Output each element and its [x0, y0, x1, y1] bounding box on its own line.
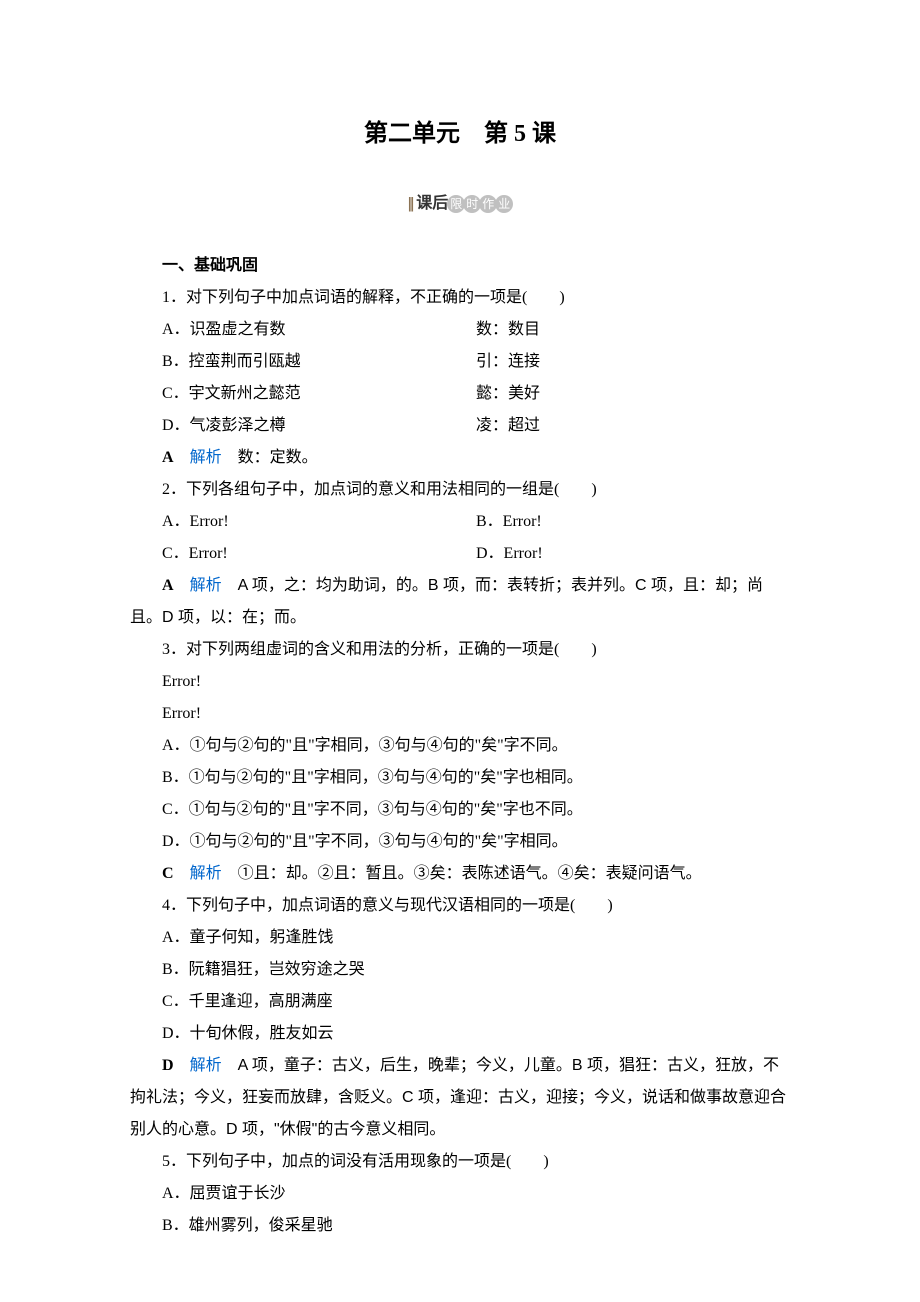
q2-answer: A: [162, 577, 174, 594]
subtitle-badge: ||| 课后限时作业: [130, 188, 790, 220]
q1-optB-right: 引：连接: [476, 346, 790, 378]
q3-analysis-text: ①且：却。②且：暂且。③矣：表陈述语气。④矣：表疑问语气。: [222, 865, 702, 882]
q1-answer: A: [162, 449, 174, 466]
q1-answer-line: A 解析 数：定数。: [130, 442, 790, 474]
q2-optCD: C．Error! D．Error!: [130, 538, 790, 570]
q4-optC: C．千里逢迎，高朋满座: [130, 986, 790, 1018]
subtitle-text: 课后: [416, 195, 448, 212]
q2-optC: C．Error!: [162, 538, 476, 570]
q2-optB: B．Error!: [476, 506, 790, 538]
q1-analysis-text: 数：定数。: [222, 449, 318, 466]
q5-optB: B．雄州雾列，俊采星驰: [130, 1210, 790, 1242]
q4-optD: D．十旬休假，胜友如云: [130, 1018, 790, 1050]
q2-analysis-label: 解析: [190, 577, 222, 594]
q4-answer: D: [162, 1057, 174, 1074]
q4-stem: 4．下列句子中，加点词语的意义与现代汉语相同的一项是( ): [130, 890, 790, 922]
q1-optA-left: A．识盈虚之有数: [162, 314, 476, 346]
q1-optD-right: 凌：超过: [476, 410, 790, 442]
badge-circle-4: 业: [495, 195, 513, 213]
q3-optC: C．①句与②句的"且"字不同，③句与④句的"矣"字也不同。: [130, 794, 790, 826]
q1-optC-right: 懿：美好: [476, 378, 790, 410]
q5-optA: A．屈贾谊于长沙: [130, 1178, 790, 1210]
q1-optD: D．气凌彭泽之樽 凌：超过: [130, 410, 790, 442]
q4-optA: A．童子何知，躬逢胜饯: [130, 922, 790, 954]
q3-err2: Error!: [130, 698, 790, 730]
q2-optD: D．Error!: [476, 538, 790, 570]
section-heading-1: 一、基础巩固: [130, 250, 790, 282]
q2-optAB: A．Error! B．Error!: [130, 506, 790, 538]
q3-optB: B．①句与②句的"且"字相同，③句与④句的"矣"字也相同。: [130, 762, 790, 794]
q2-stem: 2．下列各组句子中，加点词的意义和用法相同的一组是( ): [130, 474, 790, 506]
q1-optC-left: C．宇文新州之懿范: [162, 378, 476, 410]
q4-optB: B．阮籍猖狂，岂效穷途之哭: [130, 954, 790, 986]
q1-optC: C．宇文新州之懿范 懿：美好: [130, 378, 790, 410]
q2-answer-para: A 解析 A 项，之：均为助词，的。B 项，而：表转折；表并列。C 项，且：却；…: [130, 570, 790, 634]
q4-answer-para: D 解析 A 项，童子：古义，后生，晚辈；今义，儿童。B 项，猖狂：古义，狂放，…: [130, 1050, 790, 1146]
q3-optD: D．①句与②句的"且"字不同，③句与④句的"矣"字相同。: [130, 826, 790, 858]
q3-answer-line: C 解析 ①且：却。②且：暂且。③矣：表陈述语气。④矣：表疑问语气。: [130, 858, 790, 890]
q1-optD-left: D．气凌彭泽之樽: [162, 410, 476, 442]
q2-analysis-text: A 项，之：均为助词，的。B 项，而：表转折；表并列。C 项，且：却；尚且。D …: [130, 577, 763, 626]
q1-optA: A．识盈虚之有数 数：数目: [130, 314, 790, 346]
q2-optA: A．Error!: [162, 506, 476, 538]
q1-optB-left: B．控蛮荆而引瓯越: [162, 346, 476, 378]
q3-err1: Error!: [130, 666, 790, 698]
q3-optA: A．①句与②句的"且"字相同，③句与④句的"矣"字不同。: [130, 730, 790, 762]
q3-answer: C: [162, 865, 174, 882]
q4-analysis-text: A 项，童子：古义，后生，晚辈；今义，儿童。B 项，猖狂：古义，狂放，不拘礼法；…: [130, 1057, 786, 1138]
q1-stem: 1．对下列句子中加点词语的解释，不正确的一项是( ): [130, 282, 790, 314]
q5-stem: 5．下列句子中，加点的词没有活用现象的一项是( ): [130, 1146, 790, 1178]
q1-optB: B．控蛮荆而引瓯越 引：连接: [130, 346, 790, 378]
q3-stem: 3．对下列两组虚词的含义和用法的分析，正确的一项是( ): [130, 634, 790, 666]
page-title: 第二单元 第 5 课: [130, 110, 790, 158]
q4-analysis-label: 解析: [190, 1057, 222, 1074]
bars-icon: |||: [408, 195, 413, 212]
q3-analysis-label: 解析: [190, 865, 222, 882]
q1-analysis-label: 解析: [190, 449, 222, 466]
q1-optA-right: 数：数目: [476, 314, 790, 346]
